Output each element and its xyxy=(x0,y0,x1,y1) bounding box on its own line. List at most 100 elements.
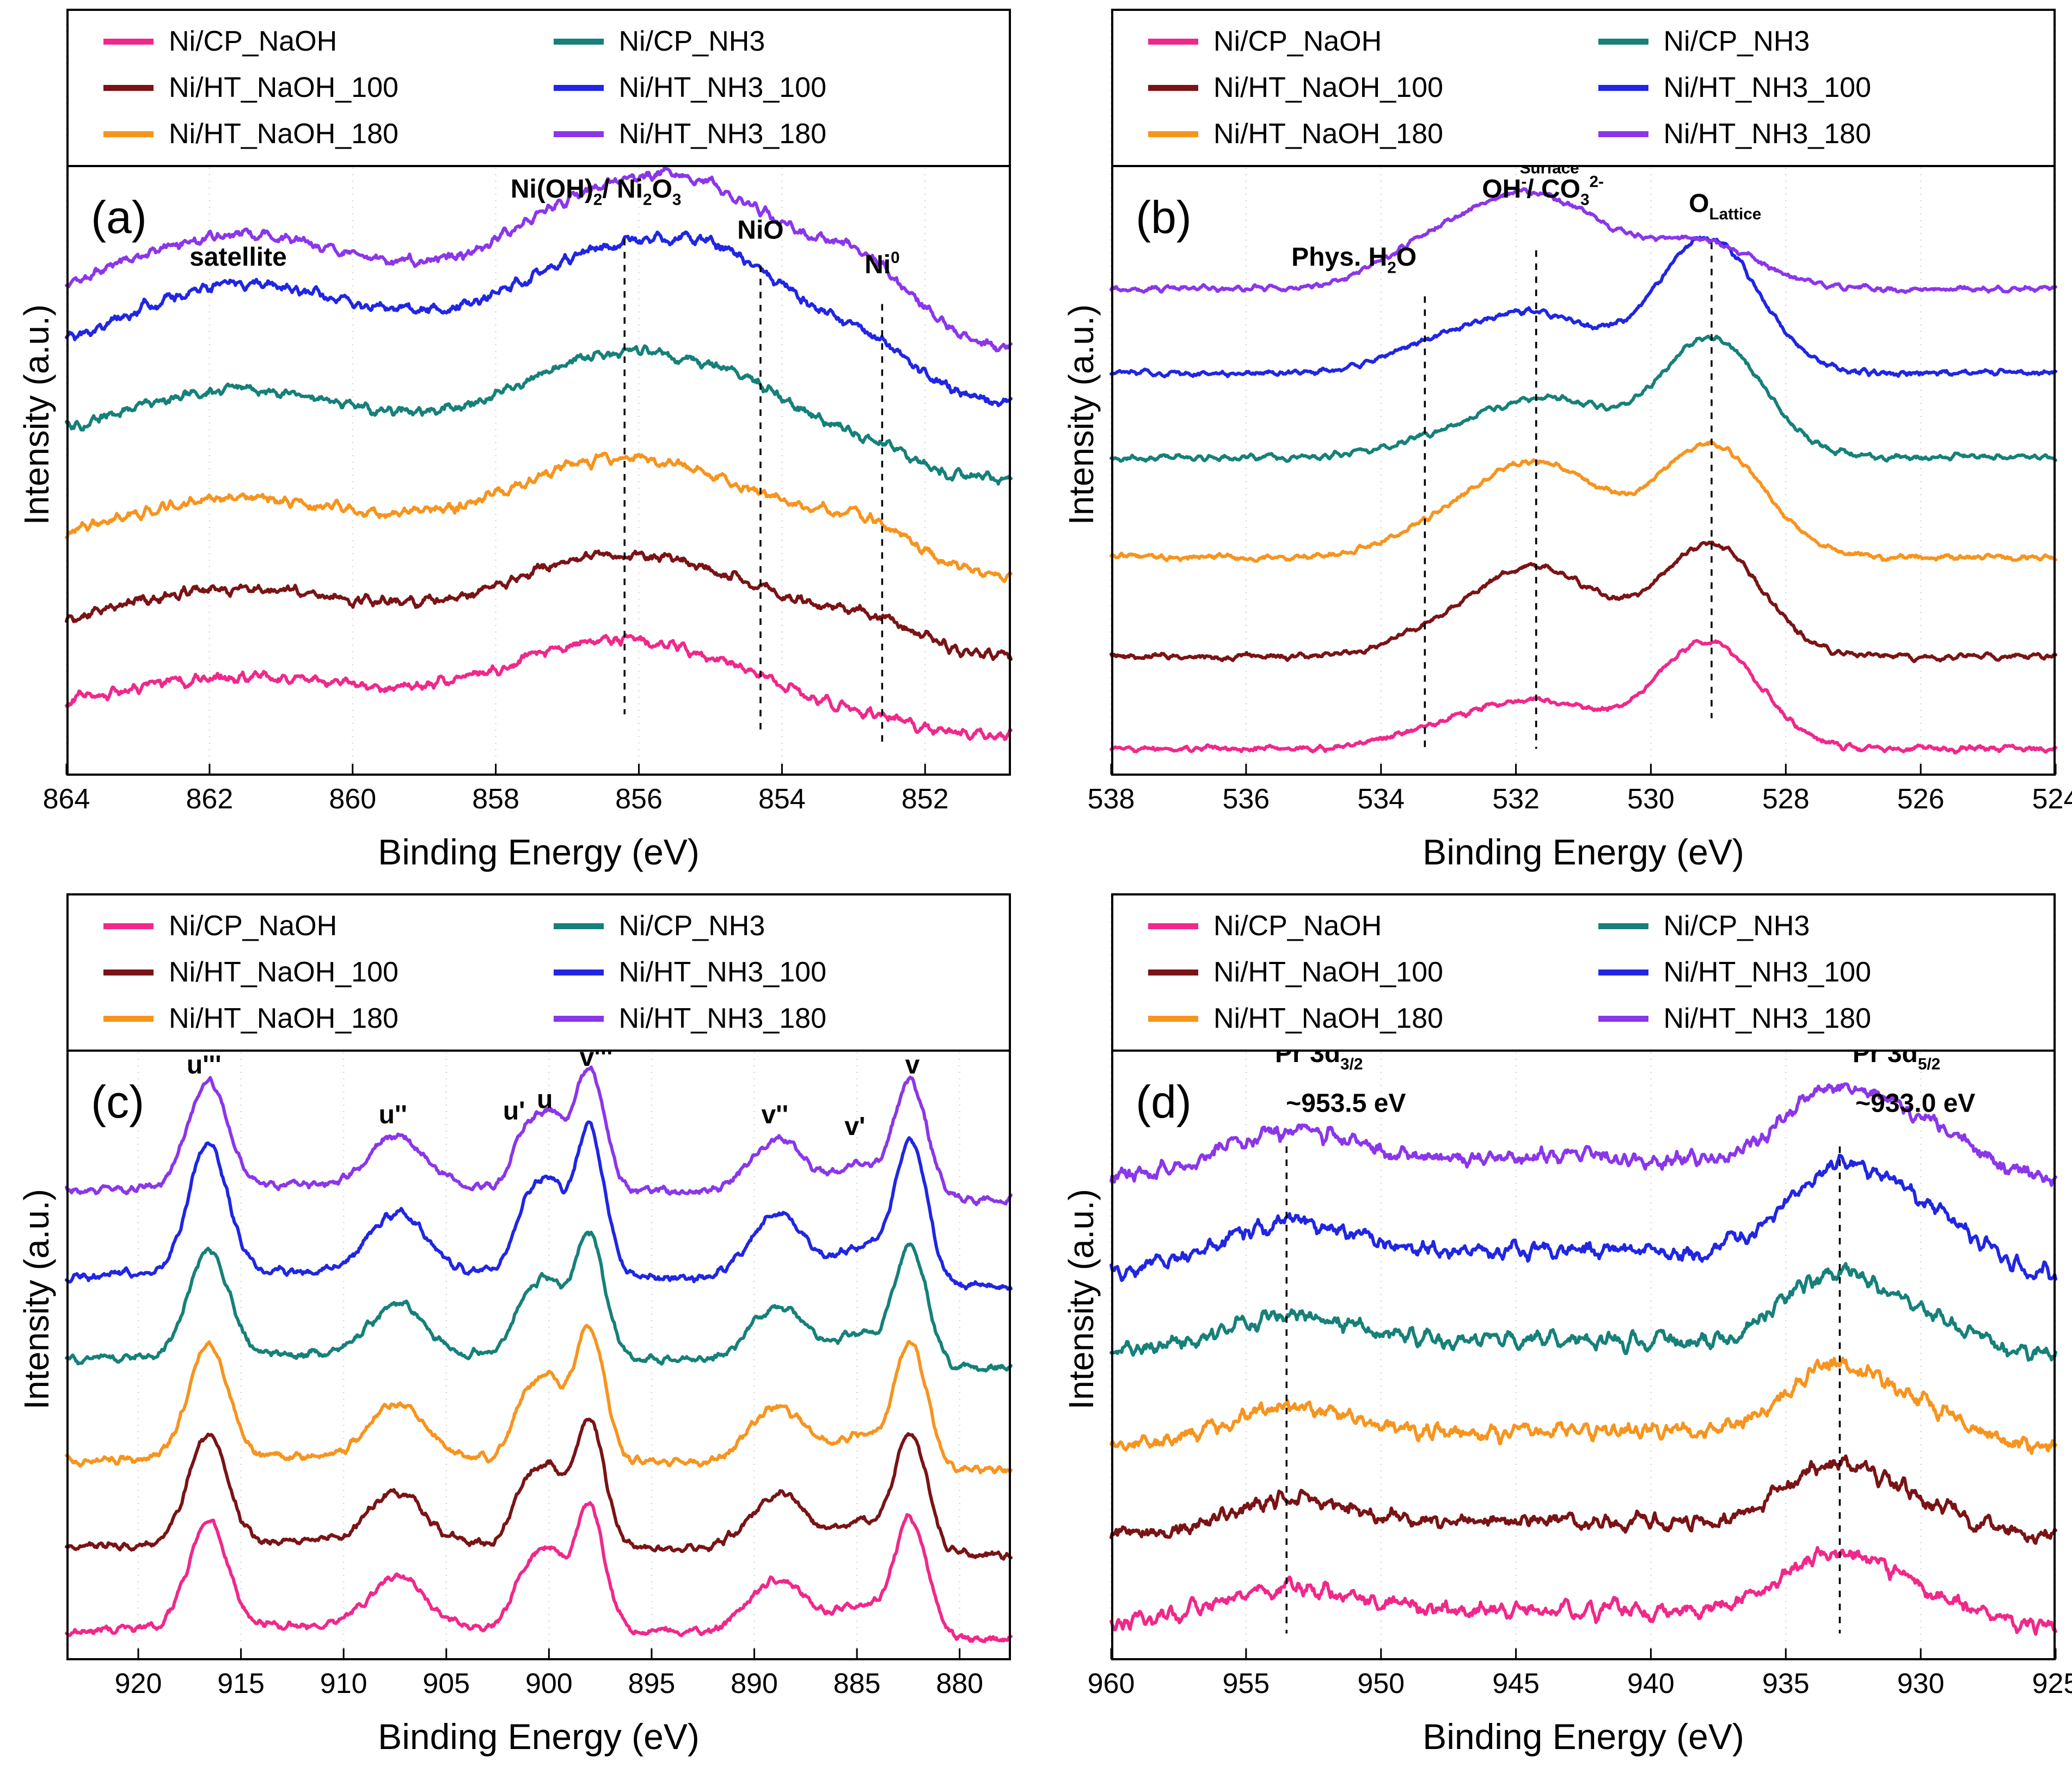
spectrum-curve-Ni/HT_NH3_180 xyxy=(1109,187,2057,294)
y-axis-label-text: Intensity (a.u.) xyxy=(1062,1188,1101,1410)
legend-d: Ni/CP_NaOH Ni/HT_NaOH_100 Ni/HT_NaOH_180 Ni… xyxy=(1111,893,2056,1052)
tick-label: 526 xyxy=(1897,783,1945,815)
spectrum-curve-Ni/HT_NH3_180 xyxy=(65,165,1013,353)
legend-color-swatch xyxy=(1598,38,1648,45)
spectrum-curve-Ni/CP_NH3 xyxy=(65,344,1013,486)
legend-item: Ni/CP_NH3 xyxy=(1598,910,2049,942)
spectrum-curve-Ni/HT_NaOH_180 xyxy=(1109,440,2057,563)
legend-color-swatch xyxy=(553,131,604,137)
spectrum-curve-Ni/CP_NaOH xyxy=(65,633,1013,741)
legend-color-swatch xyxy=(1148,923,1198,929)
plot-area-a: Ni-O-Ce/Ni(OH)2/ Ni2O3satelliteNiONi0864… xyxy=(43,9,1013,820)
spectrum-curve-Ni/HT_NaOH_100 xyxy=(65,549,1013,661)
tick-label: 905 xyxy=(422,1668,470,1699)
legend-label: Ni/HT_NH3_100 xyxy=(1663,72,1872,104)
legend-label: Ni/HT_NH3_100 xyxy=(618,72,827,104)
tick-label: 915 xyxy=(217,1668,265,1699)
spectra-plot-b: Phys. H2OOSurface/OH-/ CO32-OLattice5385… xyxy=(1088,9,2072,815)
panel-c: Intensity (a.u.) u''' u'' u' u v''' v'' v' v 920… xyxy=(7,893,1013,1763)
legend-color-swatch xyxy=(553,38,604,45)
tick-label: 524 xyxy=(2032,783,2072,815)
tick-label: 885 xyxy=(833,1668,881,1699)
tick-label: 895 xyxy=(628,1668,676,1699)
x-axis-label: Binding Energy (eV) xyxy=(378,1716,700,1757)
plot-area-d: Pr 3d3/2 ~953.5 eV Pr 3d5/2 ~933.0 eV 960 955… xyxy=(1088,893,2072,1705)
tick-label: 900 xyxy=(525,1668,573,1699)
legend-item: Ni/HT_NH3_180 xyxy=(553,118,1004,150)
legend-item: Ni/CP_NH3 xyxy=(1598,25,2049,58)
legend-label: Ni/CP_NaOH xyxy=(169,26,338,58)
annotation-text: ~953.5 eV xyxy=(1286,1089,1406,1118)
legend-item: Ni/HT_NH3_100 xyxy=(1598,71,2049,104)
spectrum-curve-Ni/HT_NaOH_100 xyxy=(1109,1454,2057,1545)
legend-label: Ni/HT_NaOH_100 xyxy=(169,956,399,989)
legend-item: Ni/CP_NaOH xyxy=(1148,25,1598,58)
legend-label: Ni/CP_NH3 xyxy=(1663,910,1810,942)
tick-label: 925 xyxy=(2032,1668,2072,1699)
spectrum-curve-Ni/HT_NH3_100 xyxy=(65,1120,1013,1291)
annotation-text: u''' xyxy=(187,1051,222,1079)
tick-label: 864 xyxy=(43,783,90,815)
tick-label: 854 xyxy=(758,783,806,815)
spectrum-curve-Ni/HT_NH3_100 xyxy=(1109,235,2057,378)
legend-color-swatch xyxy=(553,923,604,929)
spectrum-curve-Ni/HT_NH3_100 xyxy=(1109,1154,2057,1283)
annotation-text: v xyxy=(905,1051,920,1079)
spectrum-curve-Ni/CP_NaOH xyxy=(65,1501,1013,1643)
annotation-text: Ni(OH)2/ Ni2O3 xyxy=(511,175,682,208)
y-axis-label: Intensity (a.u.) xyxy=(1051,893,1111,1705)
legend-item: Ni/HT_NH3_100 xyxy=(553,71,1004,104)
x-axis-label: Binding Energy (eV) xyxy=(378,832,700,872)
y-axis-label-text: Intensity (a.u.) xyxy=(17,304,56,525)
y-axis-label-text: Intensity (a.u.) xyxy=(17,1188,56,1410)
legend-color-swatch xyxy=(1598,131,1648,137)
annotation-text: Phys. H2O xyxy=(1291,243,1417,277)
legend-color-swatch xyxy=(553,969,604,975)
tick-label: 930 xyxy=(1897,1668,1945,1699)
tick-label: 960 xyxy=(1088,1668,1135,1699)
tick-label: 860 xyxy=(329,783,376,815)
panel-b: Intensity (a.u.) Phys. H2OOSurface/OH-/ … xyxy=(1051,9,2072,878)
legend-label: Ni/CP_NH3 xyxy=(1663,26,1810,58)
legend-item: Ni/CP_NaOH xyxy=(103,25,554,58)
legend-color-swatch xyxy=(553,1015,604,1022)
tick-label: 530 xyxy=(1627,783,1675,815)
legend-item: Ni/HT_NaOH_180 xyxy=(1148,118,1598,150)
panel-letter-c: (c) xyxy=(91,1076,145,1128)
spectrum-curve-Ni/CP_NaOH xyxy=(1109,639,2057,754)
x-axis-label: Binding Energy (eV) xyxy=(1423,1716,1744,1757)
spectrum-curve-Ni/HT_NH3_180 xyxy=(65,1065,1013,1206)
legend-color-swatch xyxy=(1148,969,1198,975)
annotation-text: u xyxy=(537,1085,553,1114)
y-axis-label-text: Intensity (a.u.) xyxy=(1062,304,1101,525)
legend-color-swatch xyxy=(1598,1015,1648,1022)
legend-label: Ni/CP_NaOH xyxy=(169,910,338,942)
tick-label: 856 xyxy=(615,783,663,815)
spectrum-curve-Ni/HT_NaOH_100 xyxy=(1109,541,2057,664)
legend-color-swatch xyxy=(103,923,154,929)
legend-item: Ni/HT_NaOH_180 xyxy=(103,118,554,150)
panel-a: Intensity (a.u.) Ni-O-Ce/Ni(OH)2/ Ni2O3s… xyxy=(7,9,1013,878)
spectrum-curve-Ni/CP_NH3 xyxy=(1109,1262,2057,1362)
annotation-text: v'' xyxy=(761,1101,788,1130)
legend-label: Ni/HT_NH3_180 xyxy=(1663,1003,1872,1035)
legend-color-swatch xyxy=(1148,38,1198,45)
panel-letter-b: (b) xyxy=(1136,192,1192,243)
tick-label: 538 xyxy=(1088,783,1135,815)
annotation-text: ~933.0 eV xyxy=(1855,1089,1975,1118)
legend-label: Ni/CP_NaOH xyxy=(1213,26,1382,58)
y-axis-label: Intensity (a.u.) xyxy=(7,9,66,820)
spectrum-curve-Ni/CP_NaOH xyxy=(1109,1546,2057,1636)
annotation-text: satellite xyxy=(189,243,287,272)
legend-item: Ni/HT_NaOH_100 xyxy=(1148,71,1598,104)
annotation-text: OH-/ CO32- xyxy=(1482,173,1604,209)
legend-label: Ni/CP_NaOH xyxy=(1213,910,1382,942)
legend-item: Ni/HT_NH3_180 xyxy=(1598,118,2049,150)
legend-label: Ni/CP_NH3 xyxy=(618,910,765,942)
tick-label: 910 xyxy=(320,1668,367,1699)
legend-label: Ni/HT_NaOH_180 xyxy=(169,1003,399,1035)
plot-area-c: u''' u'' u' u v''' v'' v' v 920 915 910 905 900 895 89… xyxy=(65,893,1013,1705)
legend-label: Ni/HT_NaOH_100 xyxy=(1213,72,1443,104)
legend-color-swatch xyxy=(1598,923,1648,929)
tick-label: 528 xyxy=(1762,783,1810,815)
